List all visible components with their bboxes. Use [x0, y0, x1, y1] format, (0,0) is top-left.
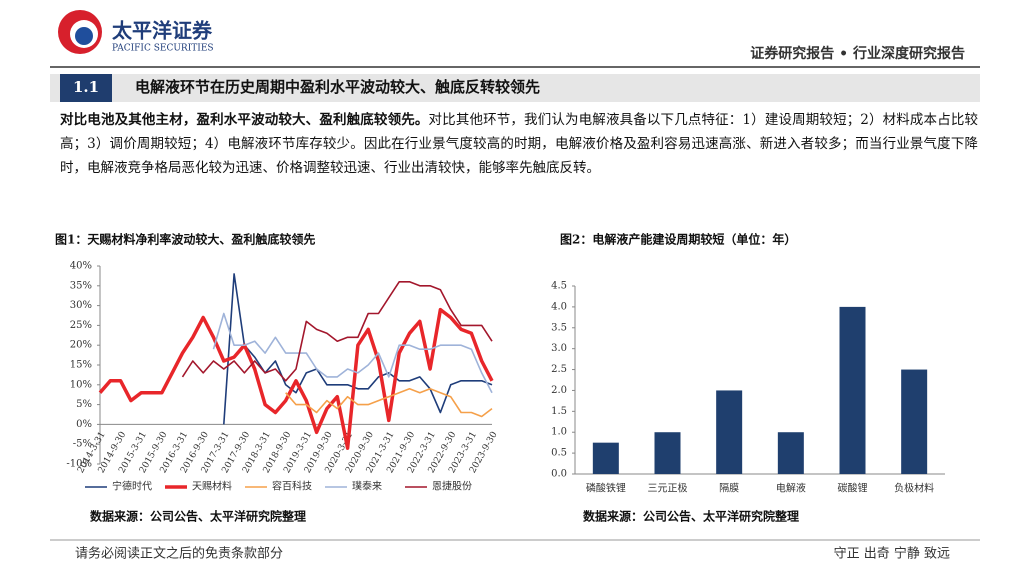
body-text: 对比其他环节，我们认为电解液具备以下几点特征：1）建设周期较短；2）材料成本占比… [60, 112, 978, 176]
brand-en: PACIFIC SECURITIES [112, 44, 214, 54]
x-tick-label: 碳酸锂 [838, 482, 868, 495]
y-tick-label: 35% [70, 280, 92, 291]
bar [592, 442, 619, 474]
motto: 守正 出奇 宁静 致远 [834, 546, 950, 562]
legend-label: 恩捷股份 [432, 480, 472, 493]
line [212, 312, 493, 394]
y-tick-label: 4.0 [551, 301, 567, 312]
source: 数据来源：公司公告、太平洋研究院整理 [90, 509, 306, 524]
y-tick-label: 20% [70, 340, 92, 351]
x-tick-label: 电解液 [776, 482, 806, 495]
y-tick-label: 0.5 [551, 448, 567, 459]
y-tick-label: 2.0 [551, 385, 567, 396]
y-tick-label: 5% [76, 399, 92, 410]
x-tick-label: 磷酸铁锂 [586, 482, 626, 495]
report-type: 证券研究报告 • 行业深度研究报告 [750, 45, 965, 62]
y-tick-label: 10% [70, 379, 92, 390]
bar [654, 432, 681, 474]
line [223, 273, 493, 425]
chart-title: 图1：天赐材料净利率波动较大、盈利触底较领先 [55, 232, 315, 247]
section-bar [50, 74, 980, 102]
y-tick-label: 2.5 [551, 364, 567, 375]
disclaimer: 请务必阅读正文之后的免责条款部分 [75, 546, 283, 562]
section-title: 电解液环节在历史周期中盈利水平波动较大、触底反转较领先 [135, 78, 540, 96]
y-tick-label: -5% [73, 439, 92, 450]
legend-label: 宁德时代 [112, 480, 152, 493]
lead: 对比电池及其他主材，盈利水平波动较大、盈利触底较领先。 [60, 112, 429, 128]
bar [901, 369, 928, 474]
bar [839, 306, 866, 474]
legend-label: 璞泰来 [352, 480, 382, 493]
y-tick-label: 0.0 [551, 469, 567, 480]
bar [716, 390, 743, 474]
y-tick-label: -10% [66, 459, 92, 470]
y-tick-label: 1.0 [551, 427, 567, 438]
y-tick-label: 0% [76, 419, 92, 430]
legend-label: 天赐材料 [192, 480, 232, 493]
paragraph: 对比电池及其他主材，盈利水平波动较大、盈利触底较领先。对比其他环节，我们认为电解… [60, 108, 978, 180]
line [285, 388, 493, 418]
y-tick-label: 1.5 [551, 406, 567, 417]
line [181, 281, 493, 382]
line [98, 307, 494, 450]
x-tick-label: 三元正极 [648, 482, 688, 495]
section-box [60, 74, 112, 102]
bar [777, 432, 804, 474]
section-number: 1.1 [73, 78, 99, 96]
y-tick-label: 25% [70, 320, 92, 331]
y-tick-label: 15% [70, 360, 92, 371]
logo [75, 27, 93, 45]
brand: 太平洋证券 [112, 19, 213, 43]
y-tick-label: 3.0 [551, 343, 567, 354]
y-tick-label: 40% [70, 261, 92, 272]
legend-label: 容百科技 [272, 480, 312, 493]
y-tick-label: 4.5 [551, 281, 567, 292]
y-tick-label: 30% [70, 300, 92, 311]
y-tick-label: 3.5 [551, 322, 567, 333]
x-tick-label: 负极材料 [894, 482, 934, 495]
chart-title: 图2：电解液产能建设周期较短（单位：年） [560, 232, 796, 247]
x-tick-label: 隔膜 [719, 483, 739, 495]
source: 数据来源：公司公告、太平洋研究院整理 [583, 509, 799, 524]
